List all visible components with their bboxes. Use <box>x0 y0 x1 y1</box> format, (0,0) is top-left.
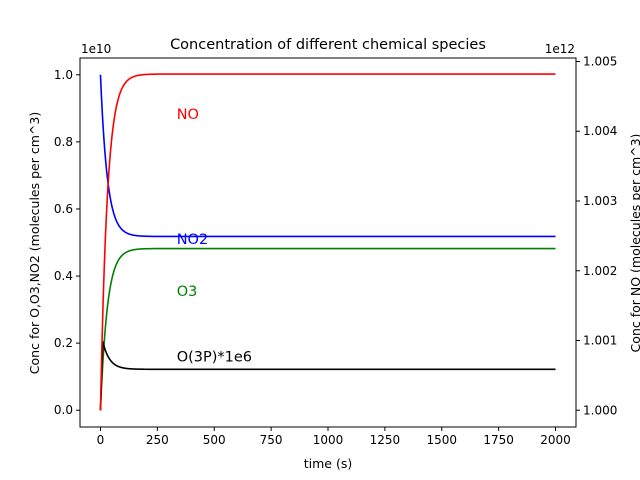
series-labels-layer: NO2 O3 O(3P)*1e6 NO <box>177 107 252 366</box>
x-tick-label: 1500 <box>426 433 457 447</box>
series-label-o3: O3 <box>177 284 198 300</box>
y-right-tick-label: 1.002 <box>583 264 617 278</box>
y-left-axis-label: Conc for O,O3,NO2 (molecules per cm^3) <box>27 112 42 374</box>
y-right-multiplier: 1e12 <box>545 42 575 56</box>
chart-title: Concentration of different chemical spec… <box>170 37 486 53</box>
series-layer <box>99 73 556 411</box>
x-tick-label: 500 <box>203 433 226 447</box>
x-tick-label: 250 <box>146 433 169 447</box>
y-right-tick-label: 1.000 <box>583 403 617 417</box>
x-tick-label: 2000 <box>540 433 571 447</box>
series-label-no2: NO2 <box>177 232 209 248</box>
series-label-o-3p-1e6: O(3P)*1e6 <box>177 350 252 366</box>
y-right-tick-label: 1.001 <box>583 334 617 348</box>
y-left-tick-label: 0.4 <box>54 269 73 283</box>
y-left-multiplier: 1e10 <box>81 42 111 56</box>
y-left-tick-label: 0.6 <box>54 202 73 216</box>
series-line-o-3p-1e6 <box>99 341 556 411</box>
y-left-tick-label: 1.0 <box>54 68 73 82</box>
series-line-o3 <box>99 247 556 411</box>
y-right-tick-label: 1.003 <box>583 194 617 208</box>
x-axis-label: time (s) <box>304 456 352 471</box>
x-tick-label: 0 <box>97 433 105 447</box>
x-tick-label: 1750 <box>483 433 514 447</box>
x-tick-label: 1250 <box>370 433 401 447</box>
series-label-no: NO <box>177 107 199 123</box>
y-left-tick-label: 0.0 <box>54 403 73 417</box>
y-right-tick-label: 1.004 <box>583 124 617 138</box>
y-right-axis-label: Conc for NO (molecules per cm^3) <box>628 134 640 353</box>
plot-frame <box>79 57 577 428</box>
series-line-no2 <box>99 74 556 238</box>
y-left-tick-label: 0.2 <box>54 336 73 350</box>
y-left-tick-label: 0.8 <box>54 135 73 149</box>
y-right-tick-label: 1.005 <box>583 54 617 68</box>
series-line-no <box>99 73 556 411</box>
x-tick-label: 1000 <box>313 433 344 447</box>
x-tick-label: 750 <box>260 433 283 447</box>
ticks-layer: 0 250 500 750 1000 1250 1500 1750 2000 0.0 0.2 0.4 0… <box>54 54 617 447</box>
